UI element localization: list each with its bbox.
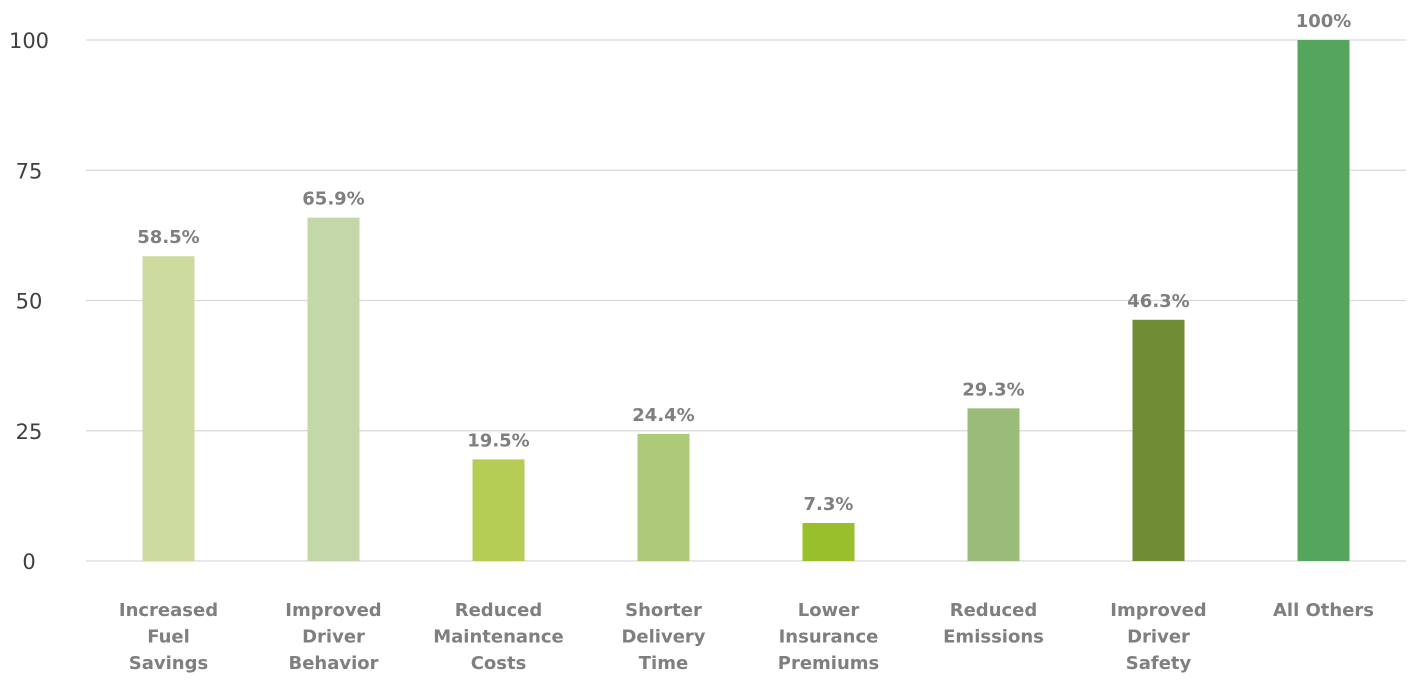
category-label-line: Behavior (288, 653, 378, 674)
category-label: Reduced Maintenance Costs (433, 600, 564, 674)
category-label-line: Lower (798, 600, 860, 621)
bar (1297, 40, 1350, 561)
bar (142, 256, 195, 561)
data-label: 58.5% (137, 227, 199, 248)
category-label: Lower Insurance Premiums (778, 600, 880, 674)
category-label-line: Premiums (778, 653, 880, 674)
category-label-line: Maintenance (433, 627, 564, 648)
category-label-line: Driver (302, 627, 365, 648)
category-label-line: Savings (129, 653, 208, 674)
category-label-line: Time (639, 653, 688, 674)
data-label: 65.9% (302, 189, 364, 210)
category-label-line: Improved (1110, 600, 1206, 621)
category-label: Improved Driver Safety (1110, 600, 1206, 674)
data-label: 100% (1296, 11, 1352, 32)
data-label: 46.3% (1127, 291, 1189, 312)
y-tick-label: 50 (16, 290, 43, 314)
y-tick-label: 0 (22, 550, 35, 574)
data-label: 24.4% (632, 405, 694, 426)
category-label: Reduced Emissions (943, 600, 1044, 648)
category-label: Increased Fuel Savings (119, 600, 218, 674)
data-labels: 58.5% 65.9% 19.5% 24.4% 7.3% 29.3% 46.3% 100% (137, 11, 1351, 515)
bar (1132, 319, 1185, 561)
x-axis-category-labels: Increased Fuel Savings Improved Driver Behavi… (119, 600, 1374, 674)
category-label-line: Fuel (147, 627, 190, 648)
category-label-line: Reduced (950, 600, 1038, 621)
category-label-line: Driver (1127, 627, 1190, 648)
bar (307, 217, 360, 561)
y-axis-tick-labels: 0 25 50 75 100 (9, 29, 49, 574)
bar (472, 459, 525, 561)
category-label: Improved Driver Behavior (285, 600, 381, 674)
category-label-line: Costs (471, 653, 527, 674)
category-label-line: All Others (1273, 600, 1374, 621)
category-label-line: Emissions (943, 627, 1044, 648)
category-label-line: Shorter (625, 600, 702, 621)
category-label: Shorter Delivery Time (621, 600, 705, 674)
data-label: 19.5% (467, 430, 529, 451)
gridlines (86, 39, 1406, 562)
bar (637, 433, 690, 561)
category-label-line: Reduced (455, 600, 543, 621)
data-label: 29.3% (962, 379, 1024, 400)
category-label-line: Insurance (779, 627, 879, 648)
data-label: 7.3% (804, 494, 854, 515)
bars (142, 40, 1350, 561)
y-tick-label: 100 (9, 29, 49, 53)
category-label: All Others (1273, 600, 1374, 621)
bar (967, 408, 1020, 561)
y-tick-label: 25 (16, 420, 43, 444)
y-tick-label: 75 (16, 159, 43, 183)
bar (802, 522, 855, 561)
category-label-line: Safety (1126, 653, 1192, 674)
category-label-line: Delivery (621, 627, 705, 648)
category-label-line: Increased (119, 600, 218, 621)
category-label-line: Improved (285, 600, 381, 621)
